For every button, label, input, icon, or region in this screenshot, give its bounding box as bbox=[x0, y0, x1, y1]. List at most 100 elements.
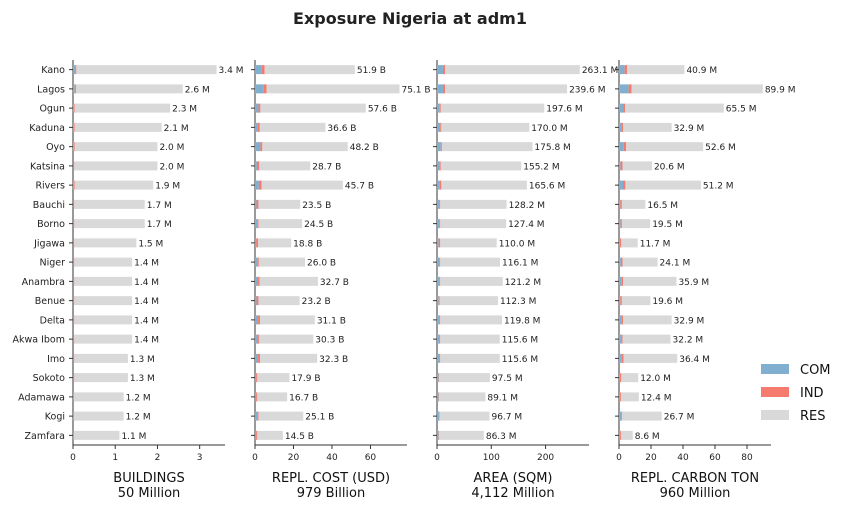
bar-ind bbox=[73, 219, 75, 229]
x-tick-label: 1 bbox=[112, 453, 118, 463]
bar-res bbox=[622, 257, 658, 267]
bar-res bbox=[439, 296, 498, 306]
x-tick-label: 40 bbox=[326, 453, 338, 463]
bar-value-label: 23.5 B bbox=[302, 201, 331, 211]
bar-ind bbox=[73, 238, 75, 248]
bar-com bbox=[73, 103, 74, 113]
bar-com bbox=[437, 142, 441, 152]
bar-com bbox=[255, 103, 259, 113]
bar-com bbox=[619, 238, 620, 248]
bar-res bbox=[74, 238, 137, 248]
bar-com bbox=[73, 84, 75, 94]
bar-value-label: 97.5 M bbox=[492, 374, 523, 384]
x-tick-label: 0 bbox=[70, 453, 76, 463]
x-tick-label: 40 bbox=[677, 453, 689, 463]
bar-com bbox=[437, 238, 439, 248]
category-label: Sokoto bbox=[33, 373, 66, 384]
bar-ind bbox=[73, 276, 75, 286]
bar-ind bbox=[73, 142, 75, 152]
bar-com bbox=[619, 180, 623, 190]
bar-res bbox=[73, 411, 124, 421]
bar-value-label: 1.7 M bbox=[147, 220, 172, 230]
bar-value-label: 35.9 M bbox=[678, 278, 709, 288]
bar-ind bbox=[438, 392, 440, 402]
bar-value-label: 1.4 M bbox=[134, 316, 159, 326]
category-label: Jigawa bbox=[33, 238, 65, 249]
bar-com bbox=[255, 122, 258, 132]
bar-com bbox=[255, 334, 259, 344]
bar-res bbox=[626, 142, 704, 152]
bar-res bbox=[440, 219, 507, 229]
bar-com bbox=[619, 392, 620, 402]
bar-com bbox=[619, 161, 621, 171]
bar-value-label: 19.5 M bbox=[652, 220, 683, 230]
bar-com bbox=[619, 257, 621, 267]
bar-value-label: 1.2 M bbox=[126, 393, 151, 403]
x-tick-label: 20 bbox=[288, 453, 300, 463]
bar-value-label: 12.0 M bbox=[640, 374, 671, 384]
chart-legend: COM IND RES bbox=[761, 363, 831, 424]
bar-com bbox=[255, 411, 258, 421]
bar-com bbox=[255, 84, 264, 94]
bar-res bbox=[623, 353, 678, 363]
bar-value-label: 26.7 M bbox=[664, 413, 695, 423]
bar-res bbox=[259, 276, 318, 286]
bar-res bbox=[258, 296, 300, 306]
bar-value-label: 170.0 M bbox=[531, 124, 567, 134]
bar-ind bbox=[258, 315, 261, 325]
bar-ind bbox=[261, 65, 265, 75]
bar-com bbox=[437, 257, 440, 267]
bar-com bbox=[437, 103, 440, 113]
bar-ind bbox=[440, 142, 442, 152]
bar-res bbox=[440, 315, 503, 325]
bar-res bbox=[258, 199, 301, 209]
category-label: Anambra bbox=[22, 277, 65, 288]
bar-ind bbox=[624, 65, 627, 75]
bar-res bbox=[439, 411, 490, 421]
bar-res bbox=[74, 334, 133, 344]
bar-com bbox=[255, 276, 259, 286]
bar-ind bbox=[439, 353, 441, 363]
bar-value-label: 1.4 M bbox=[134, 259, 159, 269]
bar-ind bbox=[73, 199, 75, 209]
bar-value-label: 2.3 M bbox=[172, 105, 197, 115]
bar-res bbox=[264, 65, 355, 75]
bar-com bbox=[619, 122, 622, 132]
bar-value-label: 263.1 M bbox=[582, 66, 618, 76]
bar-value-label: 175.8 M bbox=[534, 143, 570, 153]
bar-res bbox=[440, 238, 497, 248]
bar-com bbox=[619, 142, 624, 152]
bar-value-label: 1.4 M bbox=[134, 278, 159, 288]
bar-com bbox=[255, 180, 259, 190]
bar-ind bbox=[256, 430, 258, 440]
bar-res bbox=[74, 219, 145, 229]
bar-com bbox=[437, 392, 439, 402]
bar-ind bbox=[621, 276, 624, 286]
bar-res bbox=[440, 353, 500, 363]
bar-ind bbox=[621, 334, 623, 344]
bar-com bbox=[619, 411, 622, 421]
bar-value-label: 155.2 M bbox=[523, 162, 559, 172]
bar-com bbox=[255, 392, 257, 402]
x-tick-label: 3 bbox=[197, 453, 203, 463]
bar-ind bbox=[438, 373, 440, 383]
bar-value-label: 40.9 M bbox=[686, 66, 717, 76]
bar-value-label: 1.1 M bbox=[121, 432, 146, 442]
bar-com bbox=[437, 315, 440, 325]
bar-res bbox=[440, 257, 501, 267]
bar-ind bbox=[619, 392, 621, 402]
bar-res bbox=[74, 373, 128, 383]
bar-res bbox=[257, 373, 290, 383]
bar-ind bbox=[257, 219, 259, 229]
bar-res bbox=[621, 219, 651, 229]
bar-value-label: 20.6 M bbox=[654, 162, 685, 172]
bar-com bbox=[255, 199, 257, 209]
bar-ind bbox=[74, 84, 76, 94]
bar-res bbox=[441, 142, 533, 152]
category-label: Kogi bbox=[45, 412, 65, 423]
bar-value-label: 26.0 B bbox=[307, 259, 336, 269]
bar-value-label: 17.9 B bbox=[291, 374, 320, 384]
bar-res bbox=[439, 392, 486, 402]
x-tick-label: 0 bbox=[252, 453, 258, 463]
